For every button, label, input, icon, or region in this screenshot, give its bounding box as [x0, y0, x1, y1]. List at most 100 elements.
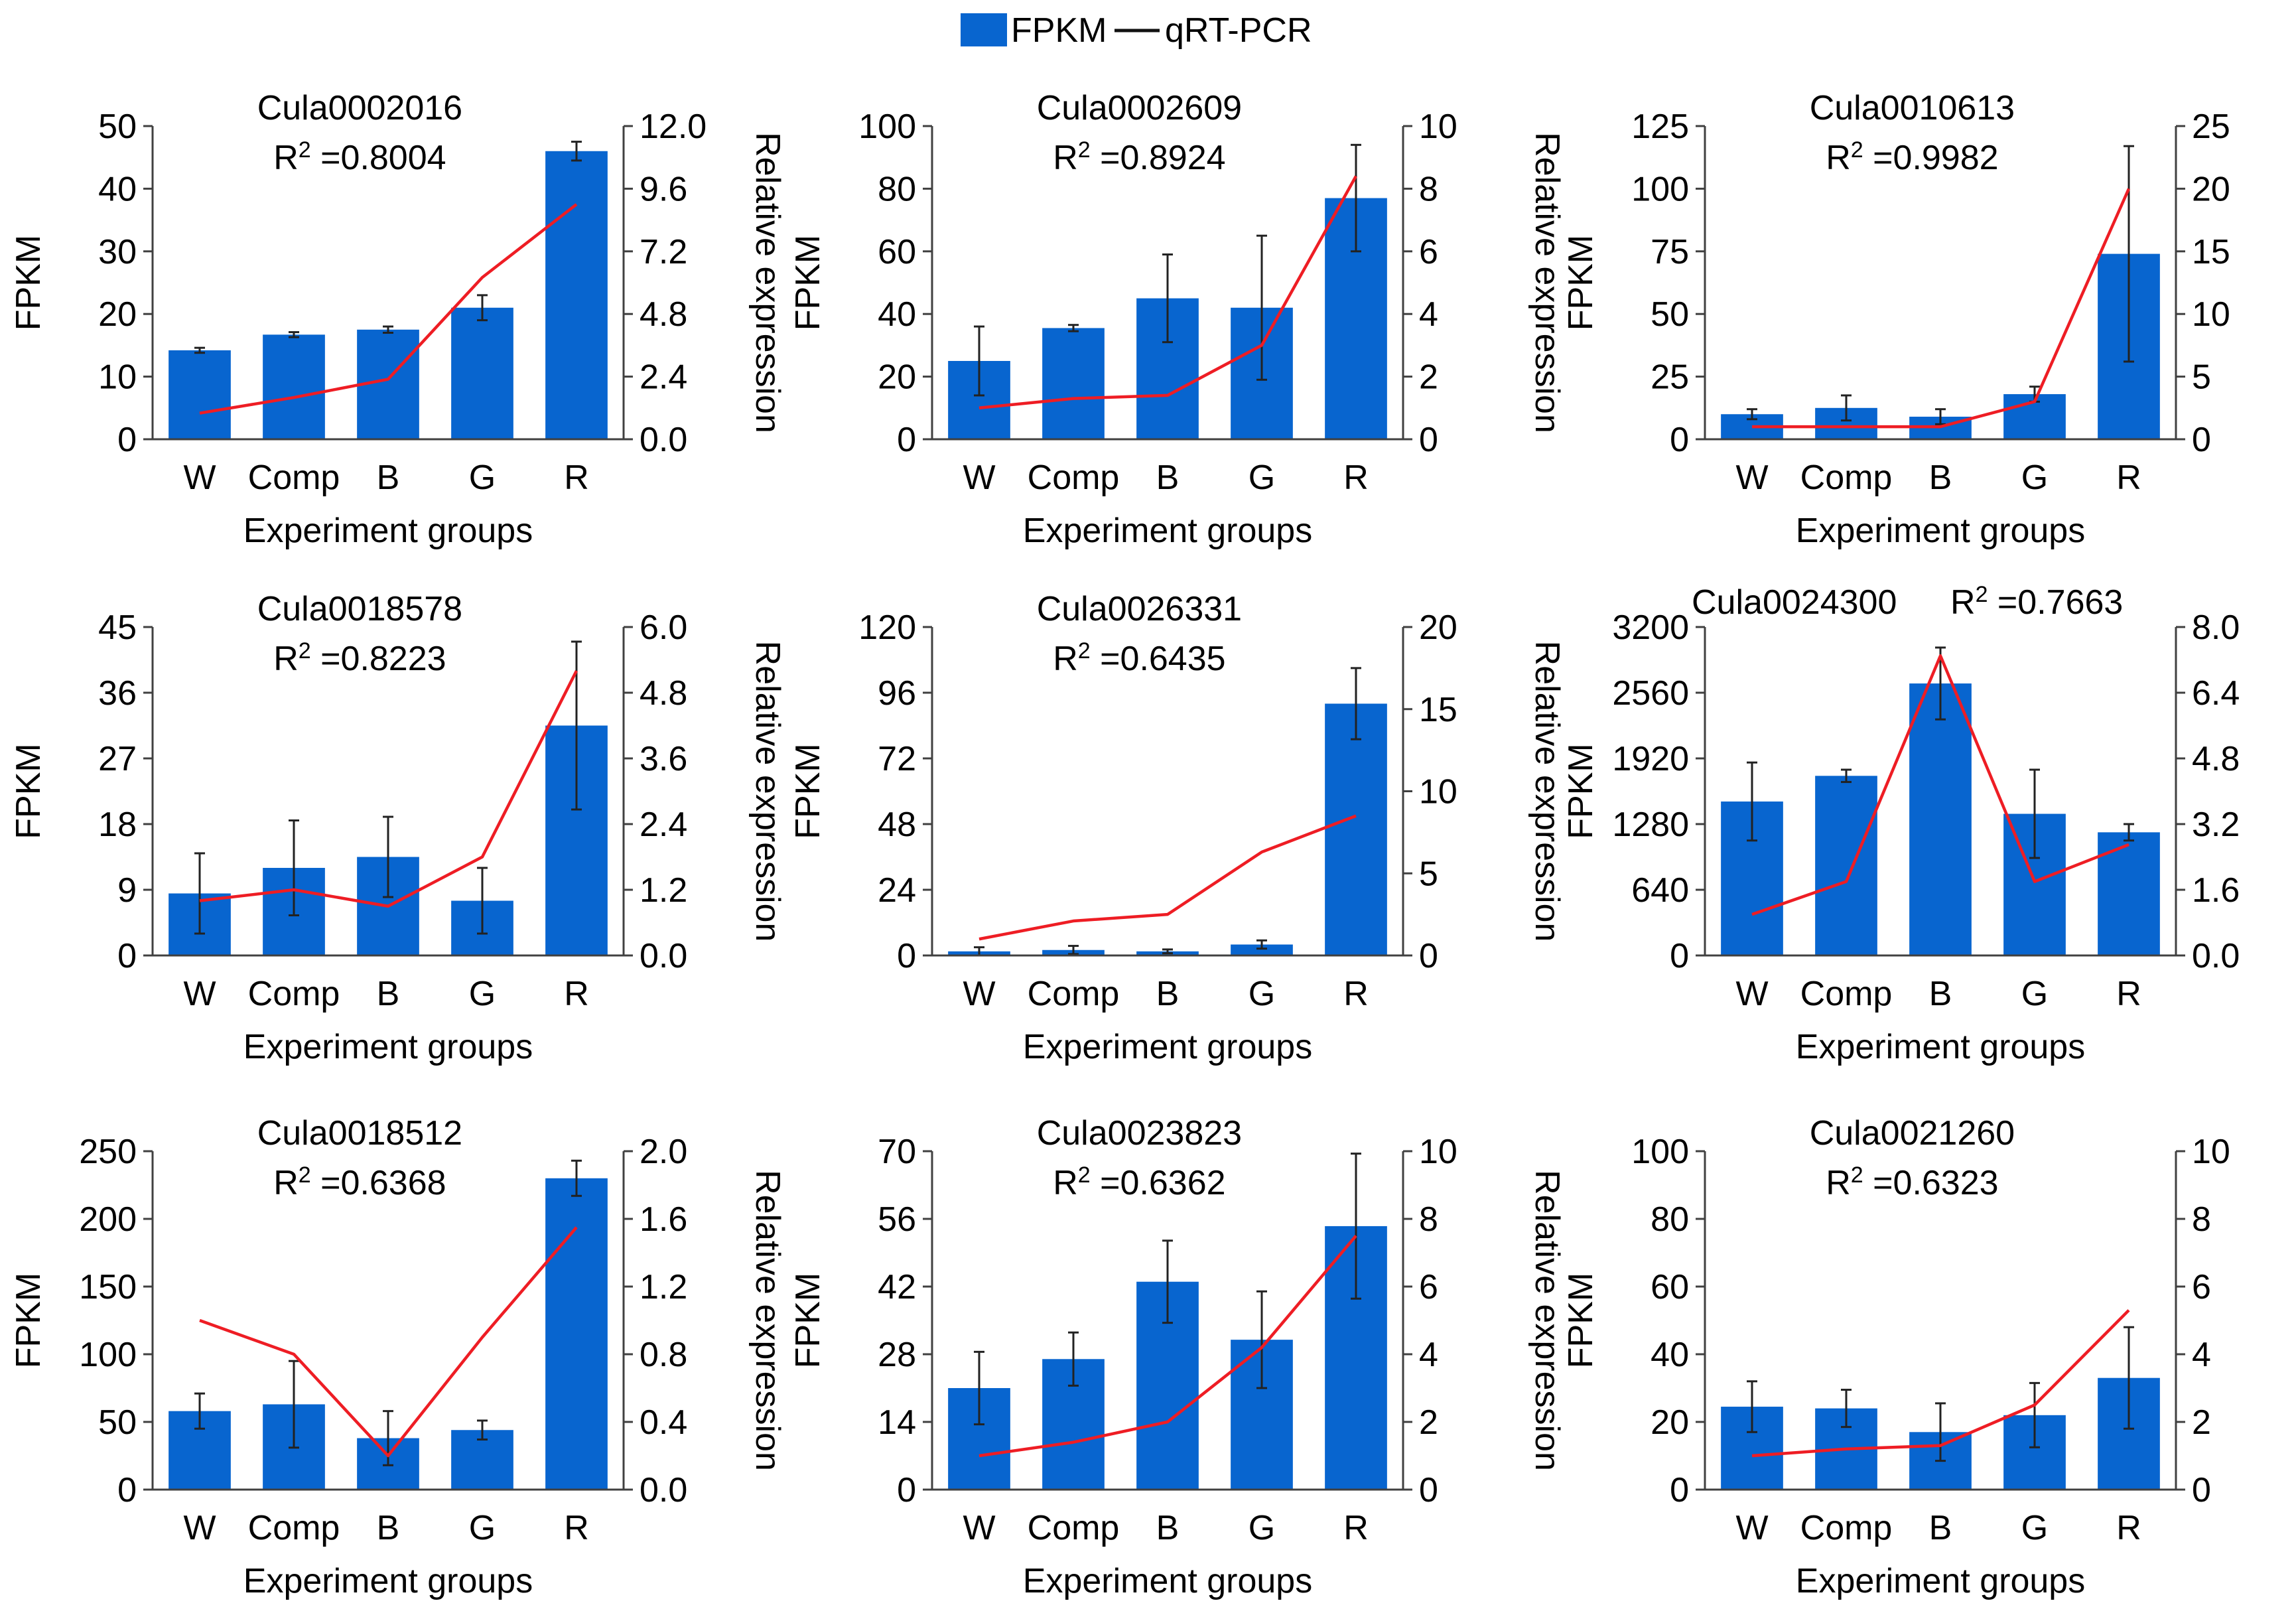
r-squared-symbol: R: [1053, 640, 1078, 678]
fpkm-bar: [545, 1178, 608, 1490]
y2-axis-title: Relative expression: [1528, 1170, 1566, 1471]
r-squared-value: =0.6368: [311, 1164, 446, 1202]
category-label: Comp: [1028, 1509, 1120, 1547]
fpkm-bar: [169, 350, 231, 439]
qrt-pcr-line: [1751, 1309, 2130, 1458]
x-axis-title: Experiment groups: [1796, 1562, 2085, 1600]
x-axis-title: Experiment groups: [243, 512, 533, 550]
r-squared: R2 =0.6435: [1053, 638, 1225, 678]
right-tick-label: 8: [1419, 1200, 1438, 1239]
right-tick-label: 0.4: [640, 1403, 687, 1442]
y-axis-title: FPKM: [9, 743, 48, 839]
x-axis-title: Experiment groups: [1023, 1028, 1312, 1066]
fpkm-bar: [451, 307, 513, 439]
right-tick-label: 10: [2192, 1133, 2230, 1171]
legend: FPKM qRT-PCR: [961, 11, 1312, 50]
right-tick-label: 10: [1419, 1133, 1457, 1171]
x-axis-title: Experiment groups: [1796, 1028, 2085, 1066]
left-tick-label: 40: [878, 295, 916, 334]
right-tick-label: 15: [2192, 233, 2230, 271]
y-axis-title: FPKM: [1562, 743, 1600, 839]
left-tick-label: 50: [98, 107, 137, 146]
category-label: G: [469, 458, 496, 497]
left-tick-label: 60: [878, 233, 916, 271]
x-axis-title: Experiment groups: [1023, 1562, 1312, 1600]
r-squared-symbol: R: [273, 640, 299, 678]
left-tick-label: 18: [98, 806, 137, 844]
category-label: G: [1249, 1509, 1275, 1547]
right-tick-label: 20: [2192, 170, 2230, 208]
y2-axis-title: Relative expression: [748, 132, 787, 433]
left-tick-label: 100: [858, 107, 916, 146]
qrt-pcr-line: [1751, 654, 2129, 916]
r-squared-value: =0.8223: [311, 640, 446, 678]
y2-axis-title: Relative expression: [748, 641, 787, 942]
left-tick-label: 250: [79, 1133, 137, 1171]
right-tick-label: 0.0: [640, 937, 687, 975]
r-squared-symbol: R: [1053, 1164, 1078, 1202]
category-label: Comp: [248, 1509, 340, 1547]
right-tick-label: 3.2: [2192, 806, 2240, 844]
right-tick-label: 0: [1419, 937, 1438, 975]
fpkm-bar: [1231, 944, 1293, 955]
right-tick-label: 0: [1419, 1471, 1438, 1510]
fpkm-bar: [263, 334, 325, 439]
category-label: G: [2021, 458, 2048, 497]
right-tick-label: 10: [1419, 773, 1457, 811]
right-tick-label: 4.8: [2192, 740, 2240, 778]
category-label: Comp: [1800, 458, 1893, 497]
r-squared-value: =0.8924: [1091, 139, 1226, 177]
left-tick-label: 100: [1631, 170, 1689, 208]
category-label: G: [2021, 1509, 2048, 1547]
left-tick-label: 75: [1651, 233, 1689, 271]
left-tick-label: 125: [1631, 107, 1689, 146]
right-tick-label: 5: [2192, 358, 2211, 397]
category-label: B: [1929, 1509, 1952, 1547]
left-tick-label: 100: [1631, 1133, 1689, 1171]
category-label: W: [963, 1509, 995, 1547]
left-tick-label: 150: [79, 1268, 137, 1306]
left-tick-label: 9: [117, 871, 137, 910]
r-squared-value: =0.7663: [1988, 583, 2123, 622]
right-tick-label: 0: [1419, 421, 1438, 459]
x-axis-title: Experiment groups: [243, 1562, 533, 1600]
x-axis-title: Experiment groups: [243, 1028, 533, 1066]
left-tick-label: 200: [79, 1200, 137, 1239]
r-squared-symbol: R: [1826, 139, 1851, 177]
right-tick-label: 10: [1419, 107, 1457, 146]
qrt-pcr-line: [979, 814, 1357, 941]
category-label: R: [2116, 458, 2141, 497]
chart-title: Cula0026331: [1037, 590, 1242, 628]
r-squared: R2 =0.6368: [273, 1162, 446, 1202]
category-label: R: [1343, 975, 1369, 1013]
right-tick-label: 2.0: [640, 1133, 687, 1171]
right-tick-label: 10: [2192, 295, 2230, 334]
category-label: B: [1156, 975, 1180, 1013]
left-tick-label: 40: [98, 170, 137, 208]
y-axis-title: FPKM: [1562, 235, 1600, 330]
r-squared-value: =0.6362: [1091, 1164, 1226, 1202]
fpkm-bar: [545, 151, 608, 439]
right-tick-label: 0: [2192, 1471, 2211, 1510]
left-tick-label: 3200: [1612, 608, 1689, 647]
right-tick-label: 15: [1419, 691, 1457, 729]
x-axis-title: Experiment groups: [1796, 512, 2085, 550]
category-label: B: [1929, 975, 1952, 1013]
category-label: W: [1735, 975, 1768, 1013]
right-tick-label: 1.2: [640, 871, 687, 910]
left-tick-label: 36: [98, 674, 137, 713]
fpkm-bar: [1325, 703, 1387, 955]
fpkm-bar: [2098, 832, 2160, 955]
chart-panel-8: 0 14 28 42 56 70 0 2 4 6 8 10 W Comp B G R Experiment gro…: [789, 1114, 1566, 1600]
r-squared: R2 =0.6323: [1826, 1162, 1998, 1202]
category-label: Comp: [248, 458, 340, 497]
left-tick-label: 640: [1631, 871, 1689, 910]
right-tick-label: 0.0: [2192, 937, 2240, 975]
left-tick-label: 0: [117, 1471, 137, 1510]
left-tick-label: 120: [858, 608, 916, 647]
category-label: R: [564, 1509, 589, 1547]
right-tick-label: 8.0: [2192, 608, 2240, 647]
legend-bar-label: FPKM: [1011, 11, 1107, 50]
legend-bar-swatch: [961, 13, 1007, 46]
